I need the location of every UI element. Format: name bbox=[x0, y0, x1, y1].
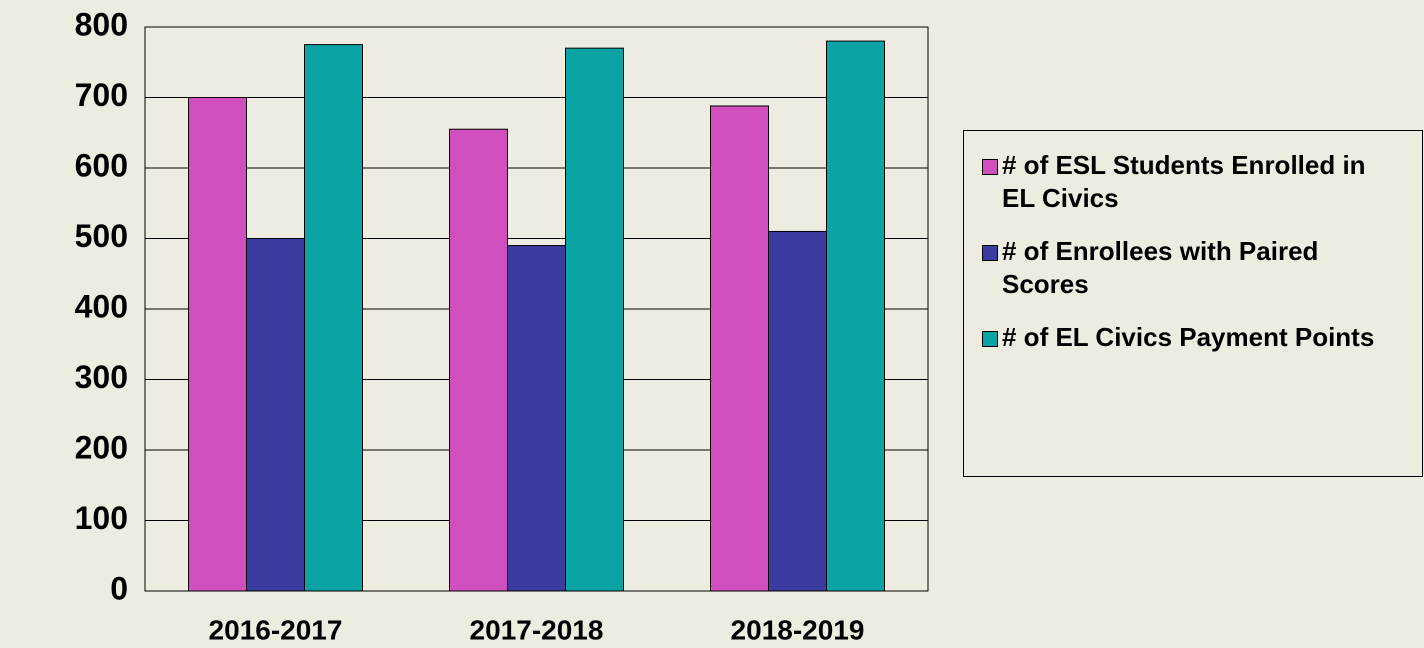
legend-swatch bbox=[982, 245, 998, 261]
legend-label: # of Enrollees with Paired Scores bbox=[1002, 236, 1319, 299]
legend: # of ESL Students Enrolled in EL Civics #… bbox=[963, 130, 1423, 477]
bar bbox=[449, 128, 508, 592]
legend-label: # of ESL Students Enrolled in EL Civics bbox=[1002, 150, 1366, 213]
legend-item: # of EL Civics Payment Points bbox=[982, 321, 1412, 354]
bar bbox=[507, 245, 566, 592]
bar bbox=[304, 44, 363, 592]
bar bbox=[826, 40, 885, 592]
legend-item: # of Enrollees with Paired Scores bbox=[982, 235, 1412, 301]
y-tick-label: 700 bbox=[75, 77, 128, 113]
bar bbox=[768, 230, 827, 592]
legend-swatch bbox=[982, 331, 998, 347]
x-tick-label: 2016-2017 bbox=[209, 614, 343, 645]
y-tick-label: 0 bbox=[110, 570, 128, 606]
x-tick-label: 2018-2019 bbox=[731, 614, 865, 645]
y-tick-label: 200 bbox=[75, 429, 128, 465]
x-tick-label: 2017-2018 bbox=[470, 614, 604, 645]
legend-item: # of ESL Students Enrolled in EL Civics bbox=[982, 149, 1412, 215]
bar bbox=[565, 47, 624, 592]
bar bbox=[710, 105, 769, 592]
y-tick-label: 300 bbox=[75, 359, 128, 395]
y-tick-label: 800 bbox=[75, 6, 128, 42]
y-tick-label: 400 bbox=[75, 288, 128, 324]
bar bbox=[188, 97, 247, 592]
bar bbox=[246, 238, 305, 592]
y-tick-label: 600 bbox=[75, 147, 128, 183]
legend-label: # of EL Civics Payment Points bbox=[1002, 322, 1375, 352]
legend-swatch bbox=[982, 159, 998, 175]
y-tick-label: 500 bbox=[75, 218, 128, 254]
y-tick-label: 100 bbox=[75, 500, 128, 536]
